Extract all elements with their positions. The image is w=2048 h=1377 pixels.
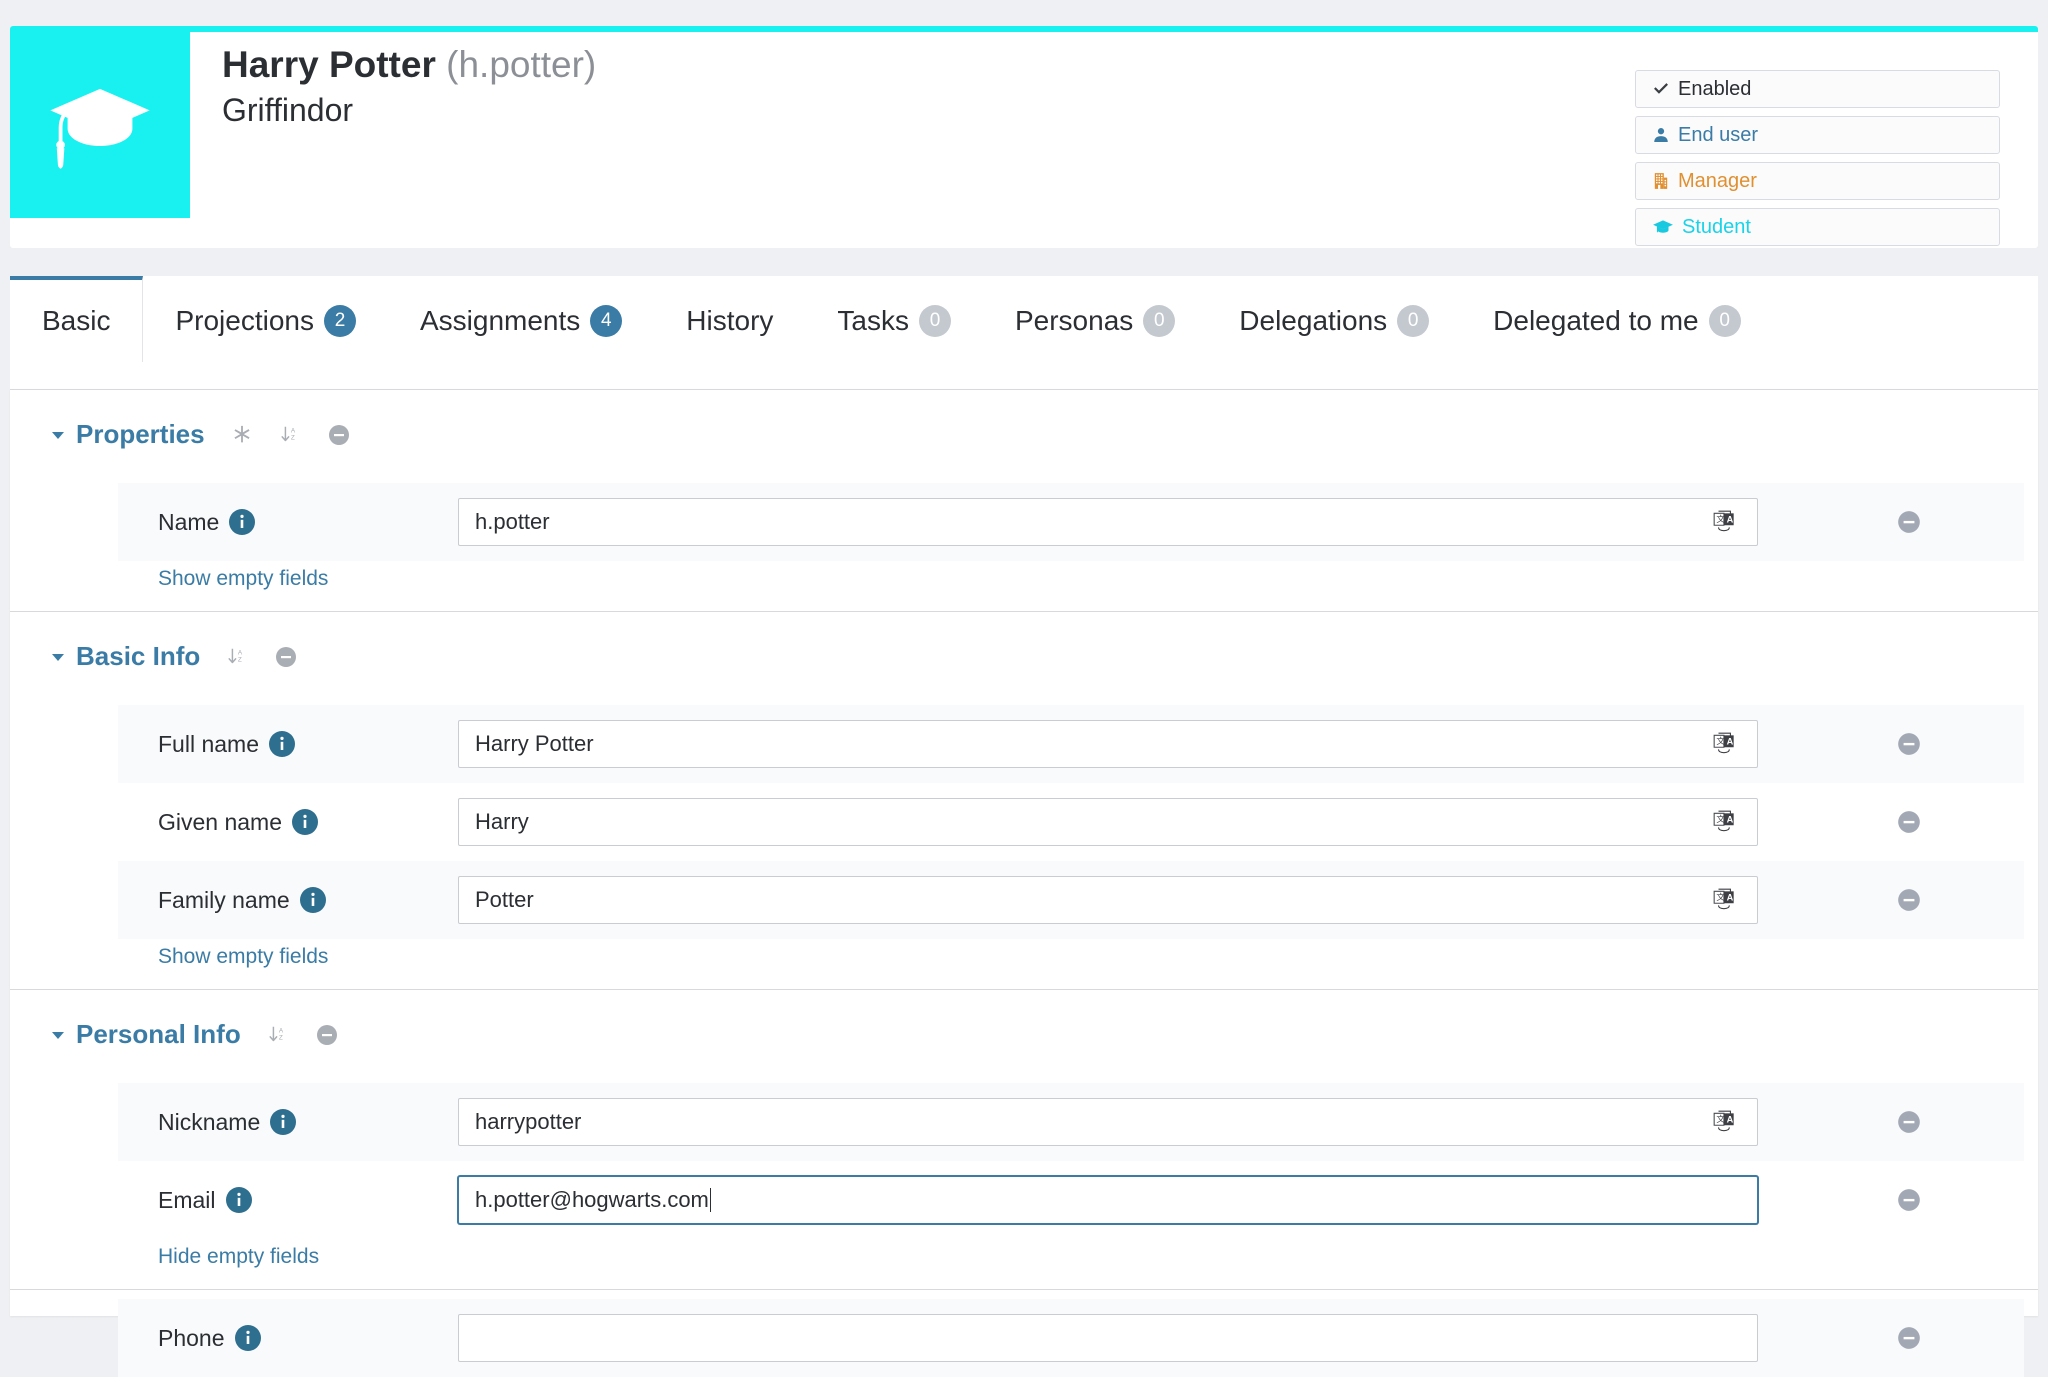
svg-text:A: A — [291, 427, 296, 434]
svg-text:文: 文 — [1716, 735, 1725, 746]
svg-text:Z: Z — [238, 656, 242, 663]
svg-text:文: 文 — [1716, 1113, 1725, 1124]
svg-text:A: A — [238, 649, 243, 656]
svg-text:A: A — [1727, 515, 1734, 525]
svg-text:A: A — [1727, 1115, 1734, 1125]
svg-text:A: A — [1727, 737, 1734, 747]
svg-text:文: 文 — [1716, 513, 1725, 524]
svg-text:A: A — [1727, 893, 1734, 903]
svg-text:A: A — [279, 1027, 284, 1034]
svg-text:Z: Z — [279, 1034, 283, 1041]
svg-text:Z: Z — [291, 434, 295, 441]
svg-text:文: 文 — [1716, 891, 1725, 902]
svg-text:A: A — [1727, 815, 1734, 825]
svg-text:文: 文 — [1716, 813, 1725, 824]
